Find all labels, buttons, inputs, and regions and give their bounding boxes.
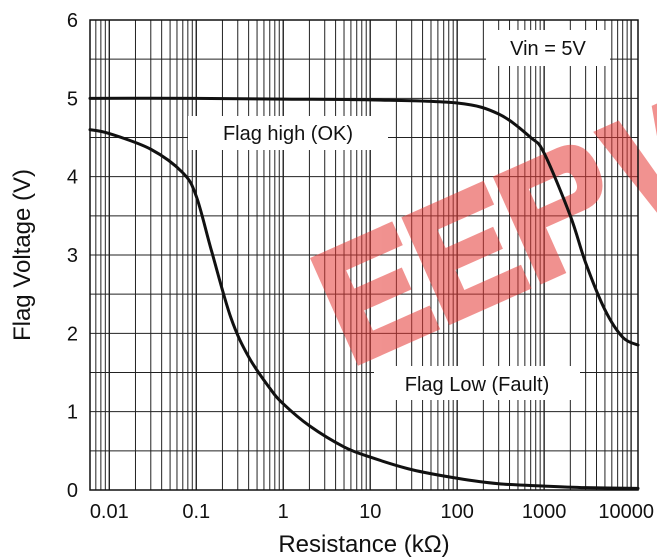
x-tick-label: 1000 [522,501,567,523]
annotation-flag-low: Flag Low (Fault) [405,374,550,396]
x-tick-label: 0.01 [90,501,129,523]
series-line-flag-high [88,96,640,347]
y-axis-ticks: 0 1 2 3 4 5 6 [67,10,78,502]
annotation-vin: Vin = 5V [510,38,586,60]
annotation-box [188,116,388,150]
y-tick-label: 1 [67,402,78,424]
watermark [310,70,657,366]
y-tick-label: 0 [67,480,78,502]
y-tick-label: 4 [67,167,78,189]
annotation-flag-high: Flag high (OK) [223,123,353,145]
y-tick-label: 2 [67,323,78,345]
y-axis-title: Flag Voltage (V) [9,169,36,341]
x-tick-label: 10000 [598,501,654,523]
x-axis-ticks: 0.01 0.1 1 10 100 1000 10000 [90,501,654,523]
x-tick-label: 10 [359,501,381,523]
x-axis-title: Resistance (kΩ) [278,531,449,558]
y-tick-label: 3 [67,245,78,267]
plot-frame [89,19,639,491]
series [88,96,640,490]
annotations: Vin = 5V Flag high (OK) Flag Low (Fault) [188,30,610,400]
x-tick-label: 1 [278,501,289,523]
series-line-flag-low [88,128,640,490]
x-tick-label: 0.1 [182,501,210,523]
y-tick-label: 6 [67,10,78,32]
x-tick-label: 100 [440,501,473,523]
annotation-box [486,30,610,66]
annotation-box [374,366,580,400]
y-tick-label: 5 [67,88,78,110]
